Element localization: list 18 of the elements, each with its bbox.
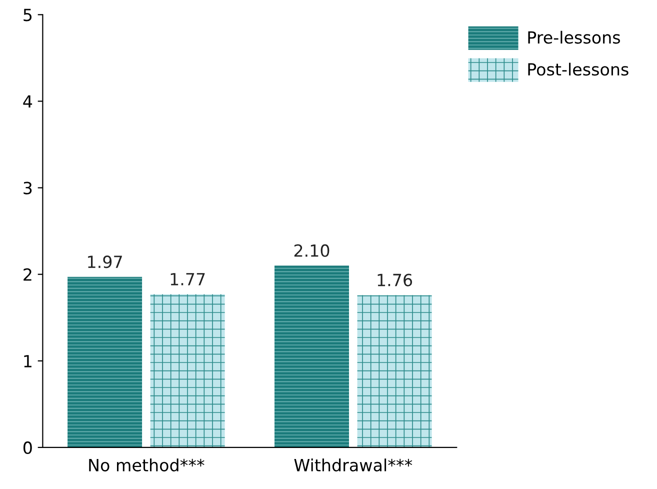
x-tick-label: Withdrawal*** xyxy=(294,458,412,472)
text: 1.77 xyxy=(170,273,205,286)
bar xyxy=(68,276,142,448)
y-tick-label: 2 xyxy=(24,268,32,281)
text: 1.97 xyxy=(88,256,122,268)
text: 1.76 xyxy=(378,274,412,286)
x-tick-label: No method*** xyxy=(89,458,204,472)
bar xyxy=(357,295,432,448)
y-tick-label: 5 xyxy=(24,8,32,22)
text: 2.10 xyxy=(294,244,330,257)
y-tick-label: 1 xyxy=(24,355,32,368)
bar xyxy=(274,266,349,448)
legend-label: Post-lessons xyxy=(528,62,628,76)
y-tick-label: 0 xyxy=(23,441,32,454)
y-tick-label: 4 xyxy=(23,95,32,108)
y-tick-label: 3 xyxy=(24,182,32,194)
legend-label: Pre-lessons xyxy=(528,30,620,44)
bar xyxy=(150,294,225,448)
